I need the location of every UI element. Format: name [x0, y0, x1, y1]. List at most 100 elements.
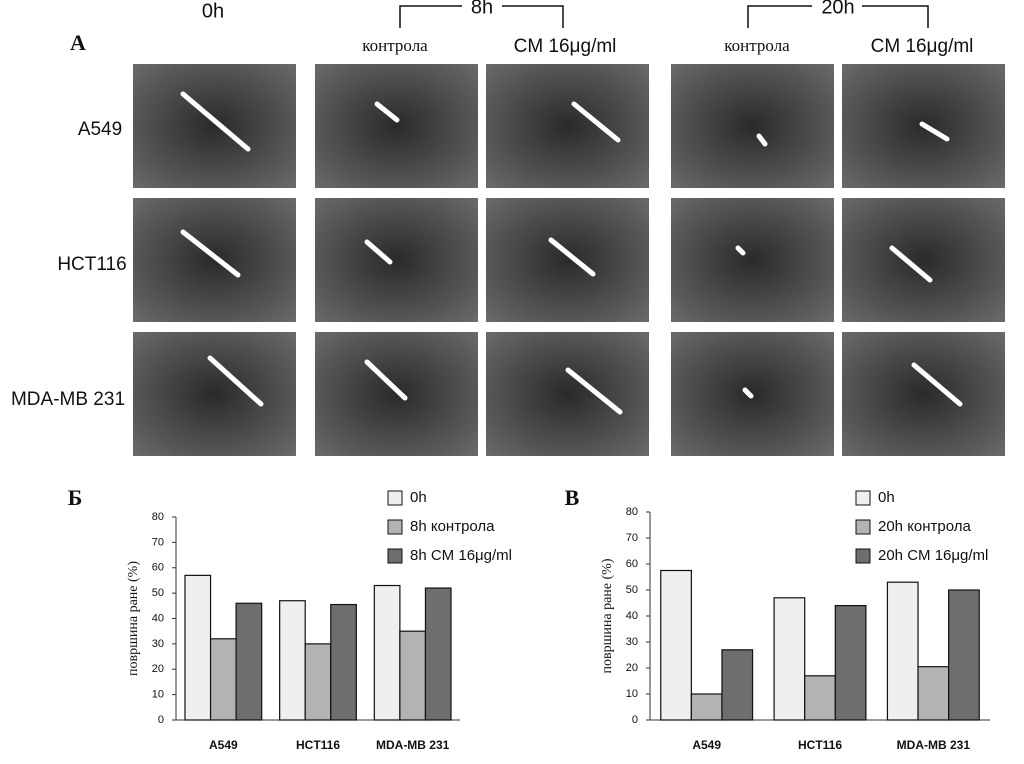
wound-line — [548, 237, 596, 277]
y-tick-label: 20 — [152, 663, 164, 675]
micrograph — [486, 198, 649, 322]
legend-label: 0h — [878, 489, 895, 506]
condition-header: CM 16μg/ml — [514, 36, 617, 57]
y-tick-label: 70 — [152, 536, 164, 548]
condition-header: CM 16μg/ml — [871, 36, 974, 57]
y-tick-label: 60 — [152, 562, 164, 574]
wound-line — [911, 362, 963, 407]
bar — [886, 581, 919, 721]
legend-swatch — [387, 519, 403, 535]
time-header: 20h — [821, 0, 854, 18]
y-tick-label: 40 — [152, 612, 164, 624]
time-header: 0h — [202, 0, 224, 22]
legend-swatch — [387, 490, 403, 506]
wound-line — [180, 91, 251, 152]
legend-label: 20h CM 16μg/ml — [878, 547, 988, 564]
wound-line — [374, 101, 400, 123]
x-tick-label: HCT116 — [296, 738, 340, 752]
panel-label: Б — [68, 485, 83, 510]
y-tick-label: 0 — [632, 714, 638, 726]
micrograph — [315, 332, 478, 456]
y-tick-label: 80 — [626, 506, 638, 518]
wound-line — [180, 229, 241, 278]
legend-swatch — [387, 548, 403, 564]
panel-label: В — [565, 485, 580, 510]
bar — [660, 569, 692, 721]
bar — [948, 589, 980, 721]
x-tick-label: MDA-MB 231 — [897, 738, 971, 752]
micrograph — [486, 332, 649, 456]
bar — [184, 574, 212, 721]
x-tick-label: A549 — [692, 738, 721, 752]
wound-line — [571, 101, 621, 143]
y-tick-label: 50 — [626, 584, 638, 596]
micrograph-grid — [133, 64, 1005, 456]
bar — [424, 587, 452, 721]
condition-header: контрола — [362, 36, 428, 55]
micrograph — [671, 64, 834, 188]
legend-label: 8h CM 16μg/ml — [410, 547, 512, 564]
y-tick-label: 60 — [626, 558, 638, 570]
wound-line — [889, 245, 933, 283]
legend-swatch — [855, 548, 871, 564]
wound-line — [735, 245, 746, 256]
wound-line — [565, 367, 623, 415]
bar — [690, 693, 723, 721]
micrograph — [133, 198, 296, 322]
y-tick-label: 80 — [152, 511, 164, 523]
legend-label: 8h контрола — [410, 518, 495, 535]
micrograph — [671, 198, 834, 322]
micrograph — [315, 64, 478, 188]
panel-label: A — [70, 30, 86, 55]
wound-line — [364, 239, 393, 265]
x-tick-label: MDA-MB 231 — [376, 738, 450, 752]
y-tick-label: 70 — [626, 532, 638, 544]
bar — [399, 630, 427, 721]
bar — [834, 604, 867, 721]
y-tick-label: 10 — [152, 689, 164, 701]
y-tick-label: 20 — [626, 662, 638, 674]
bar — [304, 643, 332, 721]
wound-line — [919, 121, 950, 142]
y-tick-label: 50 — [152, 587, 164, 599]
bracket — [399, 5, 564, 28]
bar — [804, 675, 836, 721]
wound-line — [742, 387, 754, 399]
y-tick-label: 30 — [152, 638, 164, 650]
micrograph — [133, 64, 296, 188]
bracket — [747, 5, 929, 28]
legend-swatch — [855, 490, 871, 506]
micrograph — [315, 198, 478, 322]
row-label: A549 — [78, 119, 122, 140]
bar — [373, 584, 401, 721]
condition-header: контрола — [724, 36, 790, 55]
bar — [279, 600, 306, 721]
x-tick-label: HCT116 — [798, 738, 842, 752]
y-tick-label: 40 — [626, 610, 638, 622]
row-label: HCT116 — [57, 254, 126, 275]
bar — [917, 666, 950, 721]
bar — [209, 638, 237, 721]
y-tick-label: 10 — [626, 688, 638, 700]
time-header: 8h — [471, 0, 493, 18]
micrograph — [842, 198, 1005, 322]
y-axis-label: површина ране (%) — [600, 558, 615, 673]
bar — [721, 649, 754, 721]
bar — [330, 603, 357, 721]
micrograph — [133, 332, 296, 456]
bar — [235, 602, 263, 721]
row-label: MDA-MB 231 — [11, 389, 125, 410]
y-tick-label: 30 — [626, 636, 638, 648]
micrograph — [486, 64, 649, 188]
legend-swatch — [855, 519, 871, 535]
wound-line — [207, 355, 264, 407]
bar — [773, 597, 806, 721]
legend-label: 20h контрола — [878, 518, 972, 535]
wound-line — [756, 133, 768, 147]
wound-line — [364, 359, 408, 401]
legend-label: 0h — [410, 489, 427, 506]
y-tick-label: 0 — [158, 714, 164, 726]
x-tick-label: A549 — [209, 738, 238, 752]
